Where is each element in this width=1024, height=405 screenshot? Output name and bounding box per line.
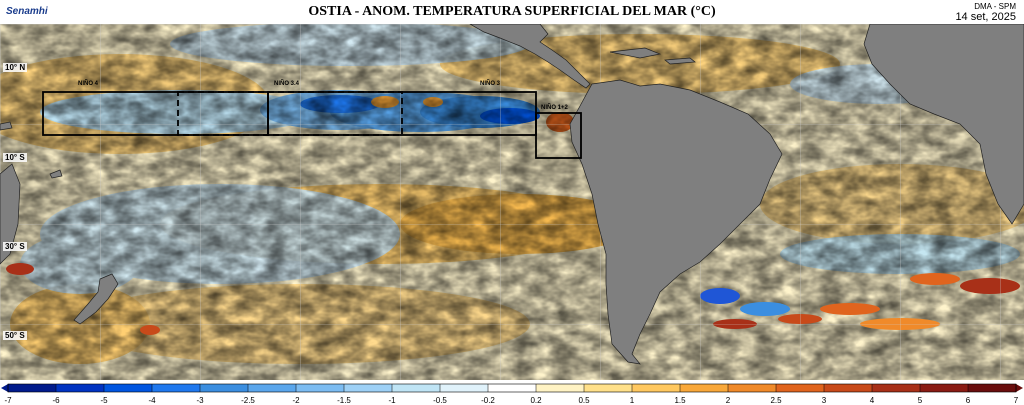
colorbar-tick-label: 4	[870, 396, 875, 405]
colorbar-swatch	[8, 384, 57, 392]
color-scale-bar: -7 -6 -5 -4 -3 -2.5 -2 -1.5 -1 -0.5 -0.2 0.2 0.5 1 1.5…	[1, 383, 1023, 405]
new-zealand	[73, 273, 119, 325]
colorbar-tick-label: -2	[292, 396, 300, 405]
colorbar-swatch	[584, 384, 633, 392]
colorbar-swatch	[104, 384, 153, 392]
colorbar-swatch	[392, 384, 441, 392]
colorbar-tick-label: 0.2	[530, 396, 542, 405]
colorbar-swatch	[248, 384, 297, 392]
colorbar-tick-label: -0.5	[433, 396, 447, 405]
senamhi-logo: Senamhi	[6, 6, 48, 17]
colorbar-tick-label: -5	[100, 396, 108, 405]
colorbar-swatch	[344, 384, 393, 392]
colorbar-tick-label: 7	[1014, 396, 1019, 405]
map-title: OSTIA - ANOM. TEMPERATURA SUPERFICIAL DE…	[308, 4, 716, 19]
colorbar-tick-label: -2.5	[241, 396, 255, 405]
colorbar-swatch	[920, 384, 969, 392]
colorbar-tick-label: -3	[196, 396, 204, 405]
colorbar-swatch	[776, 384, 825, 392]
colorbar-tick-label: -6	[52, 396, 60, 405]
colorbar-swatch	[680, 384, 729, 392]
colorbar-swatch	[632, 384, 681, 392]
region-label-nino-4: NIÑO 4	[78, 81, 99, 87]
colorbar-tick-label: 2	[726, 396, 731, 405]
organization-label: DMA - SPM	[974, 2, 1016, 11]
colorbar-tick-label: 1	[630, 396, 635, 405]
colorbar-tick-label: 1.5	[674, 396, 686, 405]
colorbar-min-arrow	[1, 384, 8, 392]
colorbar-tick-label: -1	[388, 396, 396, 405]
date-label: 14 set, 2025	[955, 11, 1016, 23]
central-america	[469, 24, 591, 89]
colorbar-tick-label: 6	[966, 396, 971, 405]
lat-label-10n: 10° N	[3, 63, 28, 72]
colorbar-tick-label: -1.5	[337, 396, 351, 405]
lat-label-10s: 10° S	[3, 153, 27, 162]
sst-anomaly-map	[0, 24, 1024, 380]
colorbar-swatch	[536, 384, 585, 392]
lat-label-50s: 50° S	[3, 331, 27, 340]
colorbar-swatch	[440, 384, 489, 392]
africa	[863, 24, 1024, 225]
nino-1-2-box	[535, 112, 582, 159]
nino-regions	[42, 91, 582, 159]
colorbar-swatch	[488, 384, 537, 392]
landmasses	[0, 24, 1024, 365]
colorbar-tick-label: -7	[4, 396, 12, 405]
nino-3-4-box	[177, 91, 403, 136]
south-america	[569, 79, 783, 365]
colorbar-swatch	[728, 384, 777, 392]
colorbar-swatch	[56, 384, 105, 392]
caribbean-islands	[609, 47, 696, 65]
region-label-nino-3-4: NIÑO 3.4	[274, 81, 300, 87]
colorbar-max-arrow	[1016, 384, 1023, 392]
region-label-nino-3: NIÑO 3	[480, 81, 501, 87]
colorbar-tick-label: -0.2	[481, 396, 495, 405]
colorbar-tick-label: 5	[918, 396, 923, 405]
colorbar-swatch	[824, 384, 873, 392]
colorbar-swatch	[152, 384, 201, 392]
colorbar-swatch	[200, 384, 249, 392]
region-label-nino-1-2: NIÑO 1+2	[541, 105, 568, 111]
colorbar-tick-label: 3	[822, 396, 827, 405]
colorbar-swatch	[968, 384, 1017, 392]
header: Senamhi OSTIA - ANOM. TEMPERATURA SUPERF…	[0, 0, 1024, 24]
colorbar-tick-label: 2.5	[770, 396, 782, 405]
colorbar-swatch	[872, 384, 921, 392]
colorbar-swatch	[296, 384, 345, 392]
colorbar-tick-label: 0.5	[578, 396, 590, 405]
australia	[0, 163, 21, 265]
lat-label-30s: 30° S	[3, 242, 27, 251]
colorbar-tick-label: -4	[148, 396, 156, 405]
